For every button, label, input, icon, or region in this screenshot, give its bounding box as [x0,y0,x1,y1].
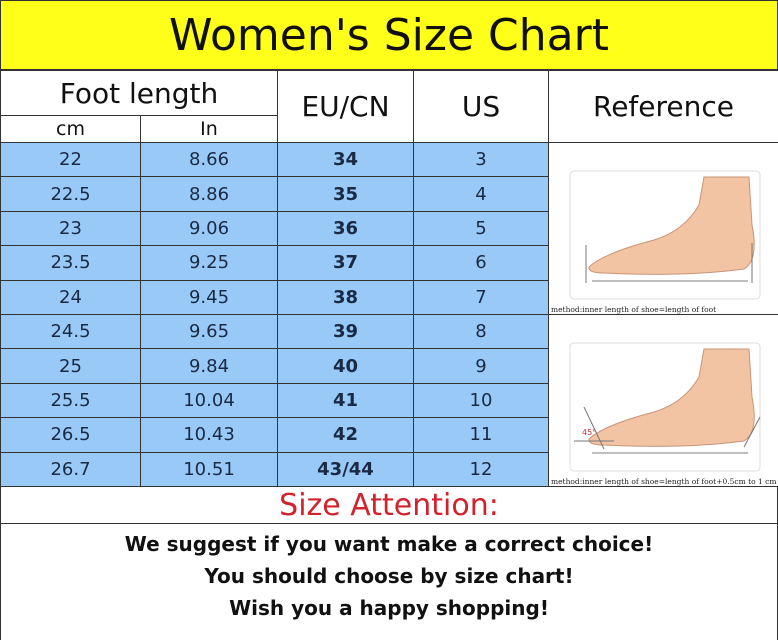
us-cell: 5 [413,210,549,247]
reference-caption: method:inner length of shoe=length of fo… [551,476,777,486]
eu-cn-cell: 42 [277,417,414,453]
us-cell: 9 [413,348,549,384]
eu-cn-cell: 39 [277,313,414,350]
size-attention-title: Size Attention: [0,486,778,524]
eu-cn-cell: 38 [277,279,414,315]
table-row: 26.7 10.51 43/44 12 [0,451,778,487]
us-cell: 3 [413,141,549,178]
cm-cell: 26.5 [0,417,141,453]
table-row: 25.5 10.04 41 10 [0,382,778,419]
eu-cn-cell: 40 [277,348,414,384]
attention-line: We suggest if you want make a correct ch… [124,532,654,556]
attention-line: You should choose by size chart! [204,564,574,588]
table-row: 23 9.06 36 5 [0,210,778,247]
eu-cn-header: EU/CN [277,70,414,143]
eu-cn-cell: 35 [277,176,414,212]
table-row: 22.5 8.86 35 4 [0,176,778,212]
in-cell: 10.51 [140,451,278,487]
us-cell: 6 [413,245,549,281]
us-cell: 10 [413,382,549,419]
eu-cn-cell: 43/44 [277,451,414,487]
cm-cell: 22.5 [0,176,141,212]
in-cell: 9.84 [140,348,278,384]
us-cell: 4 [413,176,549,212]
in-cell: 9.45 [140,279,278,315]
cm-cell: 26.7 [0,451,141,487]
reference-header: Reference [548,70,778,143]
cm-cell: 23.5 [0,245,141,281]
cm-cell: 25 [0,348,141,384]
table-row: 25 9.84 40 9 [0,348,778,384]
us-header: US [413,70,549,143]
eu-cn-cell: 37 [277,245,414,281]
eu-cn-cell: 41 [277,382,414,419]
angle-label: 45° [582,428,596,437]
us-cell: 8 [413,313,549,350]
reference-cell: 45° method:inner length of shoe=length o… [548,313,778,487]
cm-cell: 24.5 [0,313,141,350]
table-row: 23.5 9.25 37 6 [0,245,778,281]
in-cell: 8.66 [140,141,278,178]
foot-length-header: Foot length [0,70,278,116]
page-title: Women's Size Chart [0,0,778,70]
in-cell: 10.43 [140,417,278,453]
size-table: Foot length EU/CN US Reference cm In 22 … [0,70,778,487]
cm-cell: 25.5 [0,382,141,419]
eu-cn-cell: 36 [277,210,414,247]
in-cell: 9.06 [140,210,278,247]
cm-cell: 24 [0,279,141,315]
in-cell: 10.04 [140,382,278,419]
in-cell: 8.86 [140,176,278,212]
foot-measure-image [549,143,778,305]
us-cell: 12 [413,451,549,487]
us-cell: 11 [413,417,549,453]
in-header: In [140,115,278,143]
us-cell: 7 [413,279,549,315]
table-row: 24.5 9.65 39 8 45° method:inner length o… [0,313,778,487]
table-row: 22 8.66 34 3 method:inner length of shoe… [0,141,778,315]
reference-caption: method:inner length of shoe=length of fo… [551,304,717,314]
foot-measure-image: 45° [549,315,778,477]
in-cell: 9.65 [140,313,278,350]
eu-cn-cell: 34 [277,141,414,178]
in-cell: 9.25 [140,245,278,281]
attention-line: Wish you a happy shopping! [229,596,549,620]
cm-header: cm [0,115,141,143]
reference-cell: method:inner length of shoe=length of fo… [548,142,778,315]
attention-lines: We suggest if you want make a correct ch… [0,524,778,640]
cm-cell: 23 [0,210,141,247]
cm-cell: 22 [0,141,141,178]
